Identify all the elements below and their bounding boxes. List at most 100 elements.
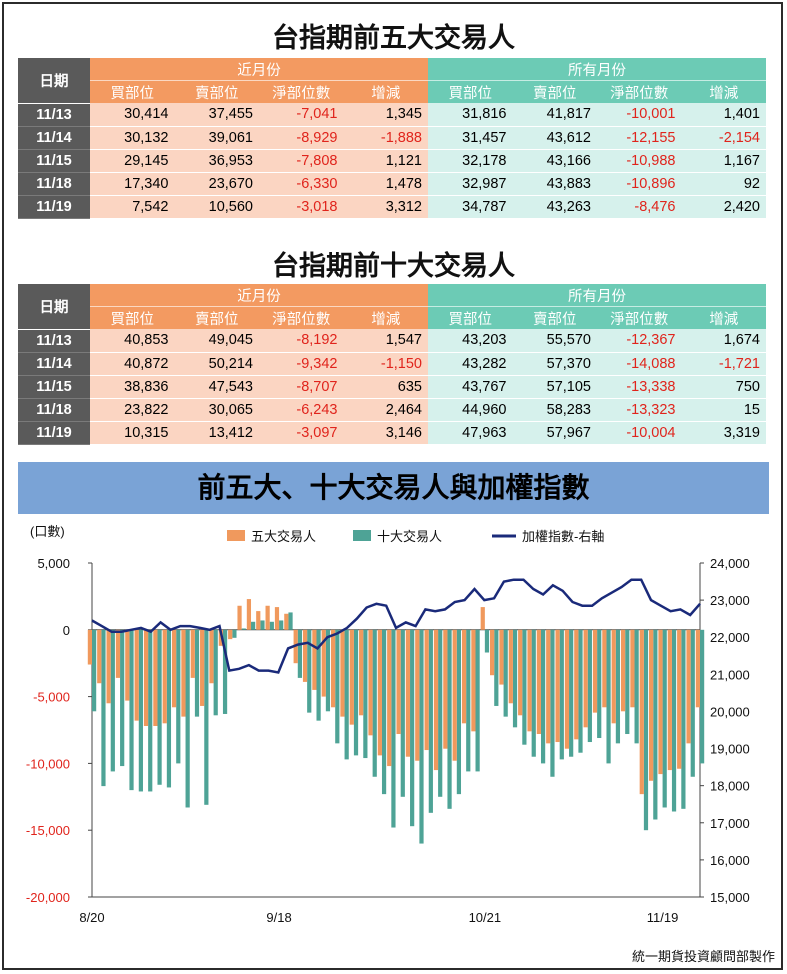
bar-top5 bbox=[686, 629, 691, 744]
table-row: 11/14 40,872 50,214 -9,342 -1,150 43,282 57,37… bbox=[18, 352, 766, 376]
table-row: 11/13 30,414 37,455 -7,041 1,345 31,816 41,817… bbox=[18, 103, 766, 127]
x-tick-label: 8/20 bbox=[79, 910, 104, 925]
y-tick-label: -15,000 bbox=[26, 823, 70, 838]
y-tick-label: 5,000 bbox=[37, 556, 70, 571]
bar-top10 bbox=[194, 629, 200, 717]
table-cell: -13,323 bbox=[597, 398, 682, 422]
bar-top10 bbox=[512, 629, 518, 728]
bar-top5 bbox=[649, 629, 654, 781]
row-date: 11/18 bbox=[18, 172, 90, 196]
table-cell: 40,872 bbox=[90, 352, 175, 376]
bar-top10 bbox=[372, 629, 377, 777]
table-cell: -8,929 bbox=[259, 126, 344, 150]
bar-top5 bbox=[433, 629, 439, 771]
bar-top10 bbox=[503, 629, 508, 717]
bar-top5 bbox=[284, 613, 289, 630]
table2-title: 台指期前十大交易人 bbox=[272, 251, 515, 282]
bar-top10 bbox=[410, 629, 415, 827]
table-cell: -3,018 bbox=[259, 195, 344, 219]
y-axis-label: (口數) bbox=[30, 524, 65, 539]
bar-top5 bbox=[312, 629, 317, 690]
bar-top5 bbox=[630, 629, 635, 708]
legend-swatch bbox=[353, 530, 371, 541]
bar-top5 bbox=[387, 629, 392, 767]
table-row: 11/15 38,836 47,543 -8,707 635 43,767 57,105 -1… bbox=[18, 375, 766, 399]
table-cell: 50,214 bbox=[174, 352, 259, 376]
bar-top5 bbox=[246, 599, 252, 630]
table1-col-header: 淨部位數 bbox=[259, 80, 344, 103]
bar-top5 bbox=[415, 629, 420, 761]
bar-top5 bbox=[490, 629, 495, 676]
bar-top10 bbox=[232, 629, 237, 638]
bar-top10 bbox=[269, 621, 274, 630]
bar-top5 bbox=[330, 629, 336, 708]
bar-top10 bbox=[578, 629, 583, 753]
table-row: 11/15 29,145 36,953 -7,808 1,121 32,178 43,166… bbox=[18, 149, 766, 173]
table-cell: -10,001 bbox=[597, 103, 682, 127]
bar-top10 bbox=[307, 629, 312, 713]
y2-tick-label: 19,000 bbox=[710, 742, 750, 757]
row-date: 11/19 bbox=[18, 421, 90, 445]
table-cell: 43,263 bbox=[512, 195, 597, 219]
table-cell: -8,192 bbox=[259, 329, 344, 353]
bar-top10 bbox=[204, 629, 209, 805]
table-cell: 635 bbox=[343, 375, 428, 399]
y-tick-label: -10,000 bbox=[26, 756, 70, 771]
bar-top5 bbox=[461, 629, 467, 724]
bar-top10 bbox=[157, 629, 162, 785]
bar-top5 bbox=[256, 611, 261, 630]
table-cell: 36,953 bbox=[174, 149, 259, 173]
legend-label: 加權指數-右軸 bbox=[522, 529, 604, 544]
table-cell: 17,340 bbox=[90, 172, 175, 196]
bar-top10 bbox=[606, 629, 611, 764]
bar-top10 bbox=[363, 629, 368, 759]
bar-top5 bbox=[396, 629, 401, 735]
bar-top10 bbox=[335, 629, 340, 744]
table1-col-header: 買部位 bbox=[90, 80, 175, 103]
bar-top10 bbox=[344, 629, 349, 760]
bar-top10 bbox=[260, 620, 265, 630]
table2-col-header: 淨部位數 bbox=[597, 306, 682, 329]
table-cell: 7,542 bbox=[90, 195, 175, 219]
table2: 日期 近月份 所有月份 買部位 賣部位 淨部位數 增減 買部位 賣部位 淨部位數 增減 11/… bbox=[18, 284, 766, 445]
table-cell: 34,787 bbox=[428, 195, 513, 219]
bar-top10 bbox=[428, 629, 433, 813]
table-row: 11/18 23,822 30,065 -6,243 2,464 44,960 58,283… bbox=[18, 398, 766, 422]
table-cell: 41,817 bbox=[512, 103, 597, 127]
table-cell: -8,476 bbox=[597, 195, 682, 219]
bar-top10 bbox=[587, 629, 592, 743]
table-cell: -14,088 bbox=[597, 352, 682, 376]
table-cell: 1,547 bbox=[343, 329, 428, 353]
y2-tick-label: 15,000 bbox=[710, 890, 750, 905]
table1-column-headers: 買部位 賣部位 淨部位數 增減 買部位 賣部位 淨部位數 增減 bbox=[18, 80, 766, 103]
bar-top10 bbox=[597, 629, 602, 739]
y-tick-label: -20,000 bbox=[26, 890, 70, 905]
bar-top5 bbox=[527, 629, 532, 732]
bar-top5 bbox=[443, 629, 448, 749]
bar-top5 bbox=[368, 629, 373, 736]
table-cell: 32,178 bbox=[428, 149, 513, 173]
bar-top5 bbox=[583, 629, 588, 728]
table-cell: 43,883 bbox=[512, 172, 597, 196]
bar-top5 bbox=[667, 629, 672, 771]
table-cell: 58,283 bbox=[512, 398, 597, 422]
table-cell: -7,041 bbox=[259, 103, 344, 127]
bar-top10 bbox=[681, 629, 686, 809]
table-cell: 47,543 bbox=[174, 375, 259, 399]
table-row: 11/18 17,340 23,670 -6,330 1,478 32,987 43,883… bbox=[18, 172, 766, 196]
table1-title: 台指期前五大交易人 bbox=[272, 23, 515, 54]
table-cell: 1,401 bbox=[681, 103, 766, 127]
bar-top10 bbox=[185, 629, 190, 808]
table-row: 11/19 10,315 13,412 -3,097 3,146 47,963 57,967… bbox=[18, 421, 766, 445]
table-cell: 37,455 bbox=[174, 103, 259, 127]
row-date: 11/13 bbox=[18, 329, 90, 353]
table-cell: 3,319 bbox=[681, 421, 766, 445]
table-cell: 57,370 bbox=[512, 352, 597, 376]
table-cell: 1,167 bbox=[681, 149, 766, 173]
table-cell: -10,004 bbox=[597, 421, 682, 445]
table2-column-headers: 買部位 賣部位 淨部位數 增減 買部位 賣部位 淨部位數 增減 bbox=[18, 306, 766, 329]
table-cell: -1,888 bbox=[343, 126, 428, 150]
bar-top10 bbox=[466, 629, 471, 772]
table-cell: 15 bbox=[681, 398, 766, 422]
table-cell: 30,132 bbox=[90, 126, 175, 150]
